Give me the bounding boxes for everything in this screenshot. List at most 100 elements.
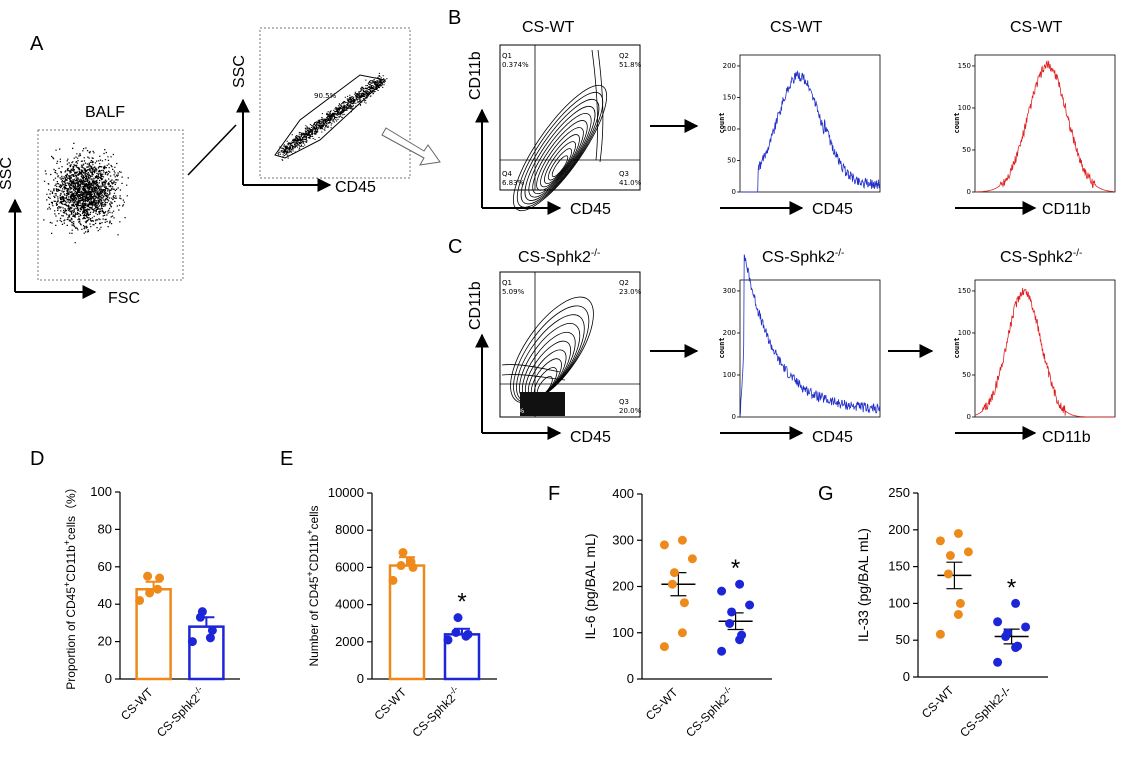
data-point: [443, 635, 453, 645]
data-point: [197, 607, 207, 617]
contour-ring: [520, 98, 600, 205]
data-point: [717, 586, 727, 596]
panel-label-c: C: [448, 236, 462, 258]
y-tick-label: 200: [888, 522, 910, 537]
gate-x-label: CD45: [335, 179, 376, 196]
balf-y-label: SSC: [0, 157, 15, 190]
hist-tick-label: 150: [723, 93, 736, 101]
data-point: [145, 588, 155, 598]
y-tick-label: 4000: [335, 597, 364, 612]
c-contour-lines: [501, 296, 594, 416]
connector-line: [187, 124, 237, 176]
data-point: [207, 625, 217, 635]
gate-plot-frame: [259, 27, 411, 179]
data-point: [993, 657, 1003, 667]
hist-tick-label: 50: [962, 371, 971, 379]
data-point: [963, 547, 973, 557]
data-point: [677, 535, 687, 545]
balf-plot-frame: [37, 129, 184, 281]
hist-tick-label: 200: [723, 329, 736, 337]
data-point: [669, 568, 679, 578]
hist-frame: [739, 54, 881, 193]
category-name: CS-Sphk2: [410, 691, 459, 740]
y-axis-label-part: +: [62, 540, 72, 545]
data-point: [1021, 622, 1031, 632]
data-point: [1003, 628, 1013, 638]
contour-core: [520, 392, 565, 416]
data-point: [153, 584, 163, 594]
c-q4-value: 51.9%: [502, 407, 525, 415]
hist-tick-label: 100: [958, 104, 971, 112]
b-q4-value: 6.83%: [502, 179, 525, 187]
b-hist1-title: CS-WT: [770, 19, 823, 36]
b-y-label: CD11b: [467, 51, 484, 100]
b-q2-value: 51.8%: [619, 61, 642, 69]
y-axis-label: Number of CD45+CD11b+cells: [305, 505, 321, 666]
data-point: [725, 619, 735, 628]
c-hist1-plot: 0 100 200 300 count: [718, 254, 881, 421]
hist-tick-label: 0: [967, 413, 971, 421]
data-point: [1013, 641, 1023, 651]
panel-label-d: D: [30, 448, 44, 470]
y-tick-label: 200: [612, 579, 634, 594]
contour-tail: [501, 374, 566, 381]
data-point: [667, 579, 677, 589]
hist-trace: [975, 60, 1115, 193]
hist-tick-label: 100: [723, 125, 736, 133]
y-axis-label-part: Proportion of CD45: [64, 587, 78, 690]
data-point: [143, 571, 153, 581]
data-point: [935, 629, 945, 639]
cd45-gate: [274, 74, 387, 159]
y-tick-label: 0: [627, 671, 634, 686]
category-label: CS-WT: [643, 685, 681, 723]
chart-f: 0 100 200 300 400 IL-6 (pg/BAL mL) CS-WT CS-Sph…: [582, 486, 772, 740]
category-name: CS-WT: [371, 685, 409, 723]
y-tick-label: 100: [612, 625, 634, 640]
category-name: CS-WT: [919, 683, 957, 721]
b-hist1-plot: 0 50 100 150 200 count: [718, 54, 881, 196]
hist-frame: [974, 279, 1116, 418]
contour-ring: [528, 113, 592, 198]
y-tick-label: 400: [612, 486, 634, 501]
data-point: [735, 579, 745, 589]
y-axis-label: IL-6 (pg/BAL mL): [582, 533, 598, 639]
c-y-label: CD11b: [467, 281, 484, 330]
data-point: [398, 548, 408, 558]
data-point: [1011, 598, 1021, 608]
b-hist1-x-label: CD45: [812, 201, 853, 218]
c-q4-label: Q4: [502, 398, 513, 406]
y-tick-label: 0: [105, 671, 112, 686]
hist-trace: [739, 254, 881, 418]
b-q3-label: Q3: [619, 170, 629, 178]
balf-x-label: FSC: [108, 290, 140, 307]
c-q3-label: Q3: [619, 398, 629, 406]
c-q1-value: 5.09%: [502, 288, 525, 296]
c-contour-frame: [499, 271, 641, 418]
category-name: CS-WT: [643, 685, 681, 723]
panel-label-a: A: [30, 33, 44, 55]
b-q1-label: Q1: [502, 52, 512, 60]
category-label: CS-Sphk2-/-: [682, 684, 738, 740]
contour-tail: [501, 364, 561, 373]
contour-ring: [513, 305, 590, 403]
data-point: [135, 595, 145, 605]
c-contour-title: CS-Sphk2-/-: [518, 248, 600, 266]
hist-trace: [740, 69, 881, 193]
y-tick-label: 60: [98, 559, 112, 574]
y-axis-label-part: CD11b: [307, 534, 321, 571]
data-point: [717, 646, 727, 656]
y-axis-label-part: +: [62, 582, 72, 587]
y-tick-label: 2000: [335, 634, 364, 649]
data-point: [677, 628, 687, 638]
y-axis-label-part: CD11b: [64, 545, 78, 582]
data-point: [155, 573, 165, 583]
data-point: [679, 598, 689, 608]
y-tick-label: 10000: [328, 485, 364, 500]
data-point: [953, 609, 963, 619]
b-hist2-x-label: CD11b: [1042, 201, 1091, 218]
contour-tail: [591, 49, 599, 161]
data-point: [453, 613, 463, 623]
hist-tick-label: 0: [732, 188, 736, 196]
c-hist2-title: CS-Sphk2-/-: [1000, 248, 1082, 266]
